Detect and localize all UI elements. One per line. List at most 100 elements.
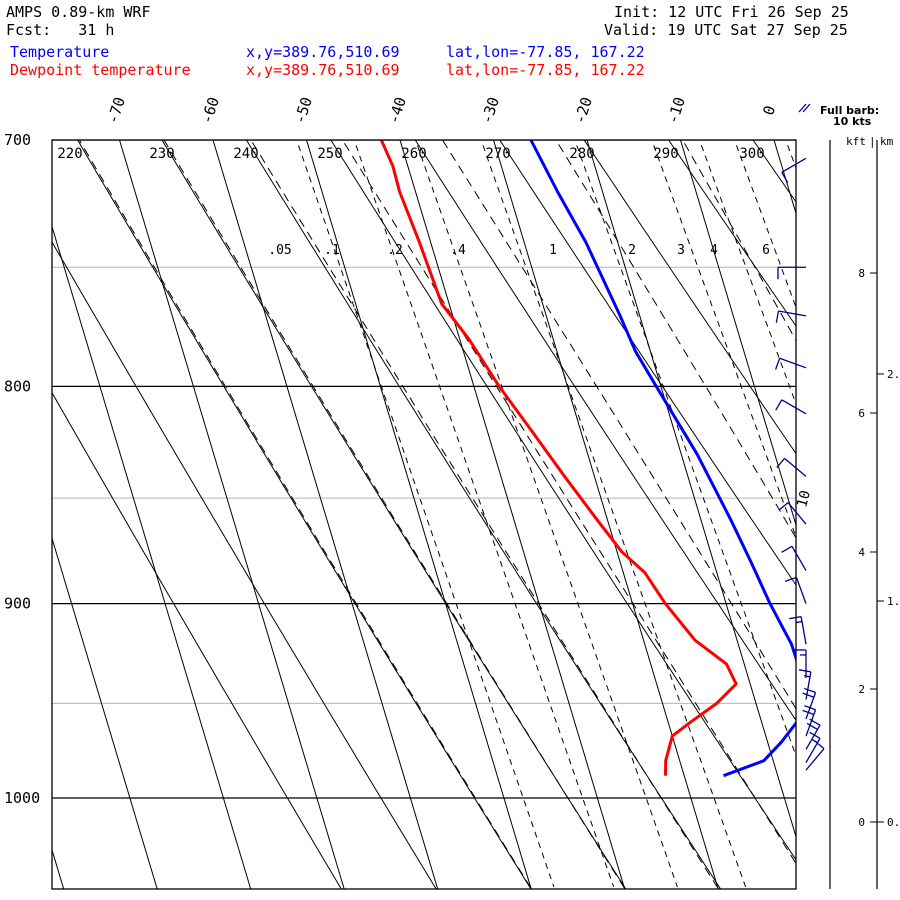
wind-barb-flag [806,722,818,731]
wind-barb-shaft [805,748,825,771]
dry-adiabat [668,140,796,327]
wind-barb-shaft [791,545,807,571]
dry-adiabat [161,140,627,889]
wind-barb-flag [784,576,797,583]
wind-barb-shaft [795,577,807,604]
plot-frame [51,139,797,890]
temperature-tick-label: -60 [197,95,222,126]
wind-barb-flag [798,669,811,673]
temperature-tick-label: -50 [290,95,315,126]
mixing-ratio-line [574,140,796,758]
moist-adiabat [163,140,625,889]
wind-barb [802,687,817,720]
km-tick-label: 1. [887,595,900,608]
moist-adiabat [555,140,796,539]
mixing-ratio-line [480,140,747,888]
dry-adiabat [834,135,900,891]
wind-barb-shaft [778,310,807,317]
mixing-ratio-line [415,140,678,888]
dry-adiabat-label: 300 [739,146,764,162]
wind-barb [784,576,807,604]
mixing-ratio-label: 6 [762,243,770,258]
wind-barb [789,615,807,645]
temperature-xy: x,y=389.76,510.69 [246,43,400,61]
wind-barb-shaft [779,357,807,369]
wind-barb-flag [809,731,821,739]
dry-adiabat-label: 230 [149,146,174,162]
isotherm [586,140,796,839]
mixing-ratio-label: .1 [324,243,340,258]
mixing-ratio-label: 3 [677,243,685,258]
wind-barb-shaft [787,502,807,525]
isotherm [305,140,532,889]
dry-adiabat-label: 220 [57,146,82,162]
isotherm [866,135,900,894]
pressure-tick-label: 700 [4,131,31,149]
temperature-legend-label: Temperature [10,43,110,61]
mixing-ratio-label: .05 [268,243,291,258]
dewpoint-legend-label: Dewpoint temperature [10,61,191,79]
wind-barb-halfflag [795,620,803,624]
dry-adiabat-label: 280 [569,146,594,162]
moist-adiabat [341,140,796,865]
isotherm [52,224,252,889]
temperature-tick-label: -40 [384,95,409,126]
dry-adiabat [330,140,796,861]
wind-barb-flag [789,615,802,620]
dewpoint-line [379,140,738,776]
dry-adiabat-label: 240 [233,146,258,162]
pressure-tick-label: 900 [4,595,31,613]
kft-axis-title: kft [846,135,866,148]
isotherm [118,140,345,889]
wind-barb-flag [775,399,783,411]
mixing-ratio-line [785,140,796,170]
wind-barb-shaft [805,692,817,720]
wind-barb [778,502,807,525]
wind-barb-halfflag [803,675,811,678]
wind-barb-flag [802,692,815,698]
dry-adiabat [52,240,437,889]
wind-barb [805,740,825,771]
wind-barb [775,399,807,415]
valid-time: Valid: 19 UTC Sat 27 Sep 25 [604,21,848,39]
dry-adiabat [414,140,796,722]
isotherm [679,140,796,527]
temperature-tick-label: -70 [103,95,128,126]
temperature-tick-label: -10 [663,95,688,126]
temperature-tick-label: -20 [570,95,595,126]
moist-adiabat [682,140,796,342]
wind-barb-shaft [805,724,821,750]
mixing-ratio-line [651,140,796,539]
wind-barb [805,718,821,750]
wind-barb-shaft [805,709,817,737]
mixing-ratio-label: .2 [387,243,403,258]
mixing-ratio-label: 4 [710,243,718,258]
wind-legend: Full barb:10 kts [798,103,879,128]
axis-separator: | [869,135,876,148]
dry-adiabat [499,140,796,586]
isotherm-10-label: 10 [794,489,814,509]
dewpoint-latlon: lat,lon=-77.85, 167.22 [446,61,645,79]
wind-barb-flag [814,740,825,750]
wind-barb-flag [781,545,793,553]
mixing-ratio-line [733,140,796,309]
forecast-hour: Fcst: 31 h [6,21,115,39]
km-axis-title: km [880,135,894,148]
kft-tick-label: 8 [858,267,865,280]
wind-barb-flag [775,310,780,323]
wind-barb-flag [802,709,815,716]
kft-tick-label: 6 [858,407,865,420]
kft-tick-label: 2 [858,683,865,696]
isotherm [399,140,626,889]
wind-barb [774,357,807,370]
isotherm [212,140,439,889]
plot-area [52,135,900,894]
dewpoint-xy: x,y=389.76,510.69 [246,61,400,79]
dry-adiabat-label: 290 [653,146,678,162]
mixing-ratio-line [698,140,796,406]
isotherm [773,140,796,216]
wind-barb-flag [781,172,789,184]
wind-legend-line2: 10 kts [833,115,872,128]
mixing-ratio-line [296,140,555,888]
